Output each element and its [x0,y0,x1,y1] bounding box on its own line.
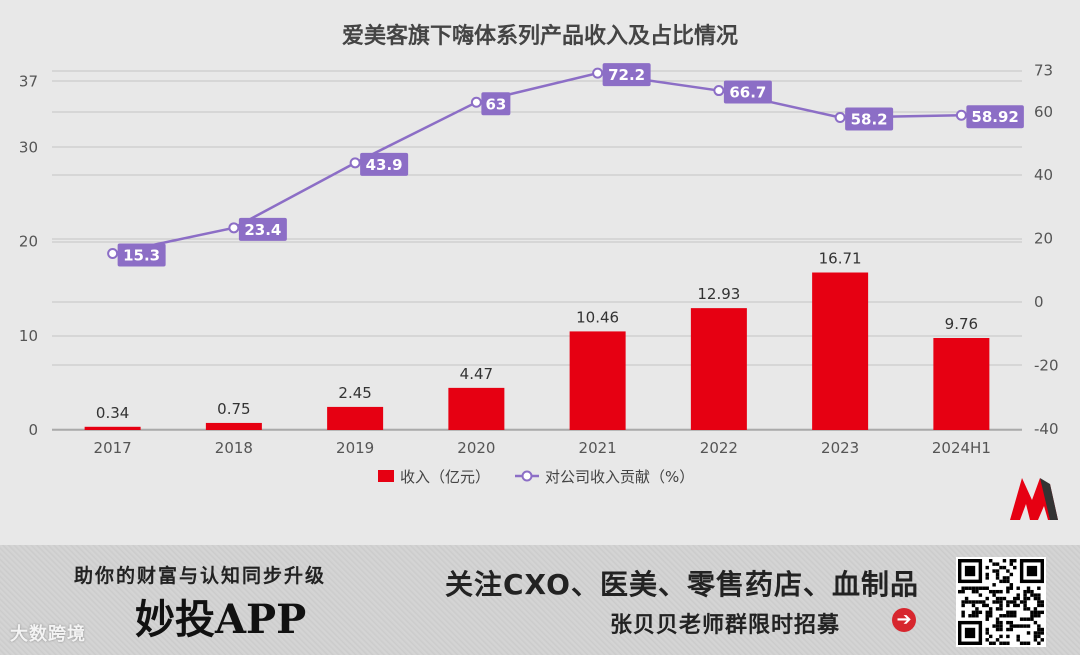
line-point [228,222,240,234]
right-tick-label: 60 [1034,103,1053,121]
line-data-label: 15.3 [123,246,160,264]
line-point [107,247,119,259]
line-data-label: 66.7 [729,84,766,102]
x-tick-label: 2023 [821,439,859,457]
right-tick-label: 73 [1034,62,1053,80]
line-label-box [966,105,1024,129]
line-point [349,157,361,169]
line-data-label: 43.9 [366,156,403,174]
line-label-box [238,217,287,241]
x-tick-label: 2020 [457,439,495,457]
line-label-box [117,243,166,267]
line-point [713,85,725,97]
arrow-right-icon[interactable]: ➔ [892,608,916,632]
line-data-label: 72.2 [608,66,645,84]
right-tick-label: 0 [1034,293,1044,311]
banner-slogan: 助你的财富与认知同步升级 [74,565,327,587]
line-data-label: 63 [485,95,506,113]
left-tick-label: 0 [28,421,38,439]
label-layer: 0.34 0.75 2.45 4.47 10.46 12.93 16.71 9.76 15.3 2… [96,63,1024,422]
bar-data-label: 0.34 [96,404,129,422]
chart-title: 爱美客旗下嗨体系列产品收入及占比情况 [341,24,738,49]
bar [205,422,262,430]
banner-headline: 关注CXO、医美、零售药店、血制品 [445,568,919,601]
chart-area: 0.34 0.75 2.45 4.47 10.46 12.93 16.71 9.76 15.3 2… [18,24,1059,520]
right-tick-label: 20 [1034,230,1053,248]
qr-code-icon[interactable] [956,557,1046,647]
right-tick-label: -20 [1034,356,1059,374]
right-tick-label: 40 [1034,166,1053,184]
right-tick-label: -40 [1034,420,1059,438]
left-tick-label: 37 [19,72,38,90]
bar [327,406,384,430]
left-tick-label: 10 [19,327,38,345]
x-tick-label: 2022 [700,439,738,457]
line-series [112,71,962,255]
legend-layer: 收入（亿元） 对公司收入贡献（%） [378,468,694,486]
bar [812,272,869,430]
bar [84,426,141,430]
watermark: 大数跨境 [10,624,86,645]
legend-bar-swatch [378,470,394,482]
promo-banner[interactable]: 助你的财富与认知同步升级 妙投APP 关注CXO、医美、零售药店、血制品 张贝贝… [0,545,1080,655]
bar [448,387,505,430]
bar-data-label: 9.76 [945,315,978,333]
bar [933,338,990,430]
line-label-box [845,107,894,131]
line-label-box [481,92,511,116]
bar-data-label: 12.93 [697,285,740,303]
bar-data-label: 16.71 [819,250,862,268]
line-point [592,67,604,79]
line-label-box [602,63,651,87]
line-point [470,96,482,108]
line-data-label: 23.4 [244,221,281,239]
line-layer [107,67,967,259]
banner-subline: 张贝贝老师群限时招募 [610,613,841,638]
banner-app-name: 妙投APP [135,596,307,643]
bar-data-label: 0.75 [217,400,250,418]
x-tick-label: 2021 [579,439,617,457]
line-data-label: 58.92 [971,108,1018,126]
line-label-box [723,80,772,104]
bar-data-label: 4.47 [460,365,493,383]
legend-line-label: 对公司收入贡献（%） [545,468,694,486]
left-tick-label: 20 [19,233,38,251]
bar [690,308,747,430]
legend-bar-label: 收入（亿元） [400,468,490,486]
x-tick-label: 2024H1 [932,439,991,457]
bar [569,331,626,430]
chart-svg: 0.34 0.75 2.45 4.47 10.46 12.93 16.71 9.76 15.3 2… [19,62,1059,486]
x-tick-label: 2018 [215,439,253,457]
x-tick-label: 2017 [94,439,132,457]
bar-data-label: 10.46 [576,308,619,326]
line-data-label: 58.2 [851,111,888,129]
legend-line-marker [521,470,533,482]
line-point [955,109,967,121]
line-point [834,112,846,124]
bar-layer [84,272,990,430]
line-label-box [360,152,409,176]
brand-logo-icon [1010,478,1058,520]
bar-data-label: 2.45 [338,384,371,402]
left-tick-label: 30 [19,138,38,156]
x-tick-label: 2019 [336,439,374,457]
axis-layer: 0 10 20 30 37 -40 -20 0 20 40 60 73 2017 2018 2019 2020… [19,62,1059,457]
